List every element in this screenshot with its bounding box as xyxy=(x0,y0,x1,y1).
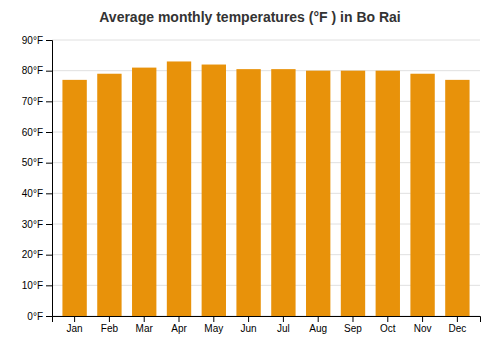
y-tick: 50°F xyxy=(22,157,52,168)
y-tick: 40°F xyxy=(22,188,52,199)
x-tick-mark xyxy=(318,316,319,322)
y-tick-mark xyxy=(46,71,52,72)
x-tick-label: Apr xyxy=(171,323,187,334)
bar xyxy=(167,61,191,316)
x-tick: May xyxy=(204,316,223,334)
x-tick-mark xyxy=(283,316,284,322)
y-tick: 70°F xyxy=(22,96,52,107)
bars xyxy=(62,61,469,316)
x-tick-label: Oct xyxy=(380,323,396,334)
x-tick-mark xyxy=(144,316,145,322)
y-tick-label: 40°F xyxy=(22,188,43,199)
bar xyxy=(202,65,226,316)
x-tick: Sep xyxy=(344,316,362,334)
grid xyxy=(52,40,480,316)
y-tick: 80°F xyxy=(22,65,52,76)
y-tick-label: 0°F xyxy=(27,311,43,322)
x-tick-mark xyxy=(457,316,458,322)
y-tick-mark xyxy=(46,40,52,41)
x-tick-label: Dec xyxy=(448,323,466,334)
x-tick-label: Mar xyxy=(136,323,154,334)
chart-container: Average monthly temperatures (°F ) in Bo… xyxy=(0,0,500,350)
x-tick: Oct xyxy=(380,316,396,334)
x-tick-label: Sep xyxy=(344,323,362,334)
x-tick: Dec xyxy=(448,316,466,334)
x-tick-label: Jan xyxy=(67,323,83,334)
bar xyxy=(236,69,260,316)
x-tick-mark xyxy=(422,316,423,322)
bar xyxy=(341,71,365,316)
y-tick: 90°F xyxy=(22,35,52,46)
x-tick-label: Nov xyxy=(414,323,432,334)
bar xyxy=(376,71,400,316)
bar xyxy=(271,69,295,316)
x-tick: Aug xyxy=(309,316,327,334)
chart-title: Average monthly temperatures (°F ) in Bo… xyxy=(99,9,400,25)
x-tick-label: Jun xyxy=(241,323,257,334)
y-tick-label: 10°F xyxy=(22,280,43,291)
y-tick-mark xyxy=(46,163,52,164)
x-tick-mark xyxy=(179,316,180,322)
y-tick: 0°F xyxy=(27,311,52,322)
x-tick-mark xyxy=(387,316,388,322)
x-tick: Mar xyxy=(136,316,154,334)
x-tick-mark xyxy=(74,316,75,322)
grid-line xyxy=(52,40,480,41)
y-tick-label: 60°F xyxy=(22,127,43,138)
x-tick: Jun xyxy=(241,316,257,334)
grid-line xyxy=(52,70,480,71)
bar xyxy=(62,80,86,316)
x-axis-line xyxy=(53,317,481,323)
y-tick: 20°F xyxy=(22,249,52,260)
y-tick-label: 20°F xyxy=(22,249,43,260)
bar xyxy=(445,80,469,316)
y-tick: 60°F xyxy=(22,127,52,138)
bar xyxy=(97,74,121,316)
y-tick-mark xyxy=(46,193,52,194)
y-tick: 10°F xyxy=(22,280,52,291)
x-tick-label: Jul xyxy=(277,323,290,334)
x-tick: Apr xyxy=(171,316,187,334)
x-tick-label: Aug xyxy=(309,323,327,334)
bar xyxy=(132,68,156,316)
y-tick-mark xyxy=(46,285,52,286)
y-tick: 30°F xyxy=(22,219,52,230)
y-axis: 0°F 10°F 20°F 30°F 40°F 50°F 60°F 70°F 80°F 90°F xyxy=(22,35,53,322)
x-tick-label: May xyxy=(204,323,223,334)
y-tick-mark xyxy=(46,224,52,225)
x-tick: Feb xyxy=(101,316,119,334)
bar xyxy=(306,71,330,316)
y-tick-label: 80°F xyxy=(22,65,43,76)
x-tick-mark xyxy=(213,316,214,322)
y-tick-mark xyxy=(46,316,52,317)
y-tick-mark xyxy=(46,101,52,102)
plot-area: Jan Feb Mar Apr May Jun Jul Aug Sep Oct Nov Dec 0°F 1… xyxy=(22,35,481,334)
y-axis-line xyxy=(46,41,53,317)
y-tick-label: 30°F xyxy=(22,219,43,230)
y-tick-mark xyxy=(46,132,52,133)
x-tick: Jul xyxy=(277,316,290,334)
x-axis: Jan Feb Mar Apr May Jun Jul Aug Sep Oct Nov Dec xyxy=(53,316,481,334)
x-tick: Jan xyxy=(67,316,83,334)
x-tick-mark xyxy=(109,316,110,322)
y-tick-label: 50°F xyxy=(22,157,43,168)
y-tick-label: 90°F xyxy=(22,35,43,46)
x-tick-mark xyxy=(352,316,353,322)
x-tick-label: Feb xyxy=(101,323,119,334)
x-tick-mark xyxy=(248,316,249,322)
y-tick-label: 70°F xyxy=(22,96,43,107)
x-tick: Nov xyxy=(414,316,432,334)
y-tick-mark xyxy=(46,255,52,256)
bar xyxy=(410,74,434,316)
chart: Average monthly temperatures (°F ) in Bo… xyxy=(0,0,500,350)
